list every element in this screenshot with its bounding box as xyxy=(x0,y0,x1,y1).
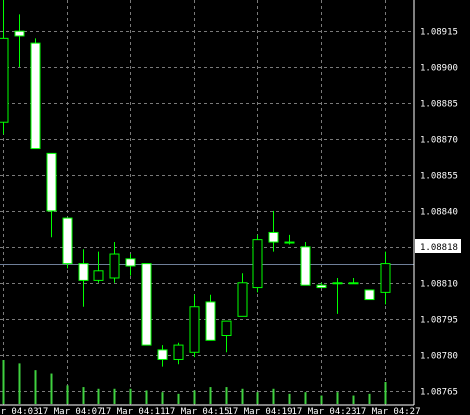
candle-bull xyxy=(332,277,343,314)
candle-bear xyxy=(125,254,136,276)
price-tick-label: 1.08915 xyxy=(420,28,458,38)
candle-body xyxy=(109,253,120,279)
candle-body xyxy=(30,42,41,150)
candle-body xyxy=(78,263,89,281)
candle-bull xyxy=(173,342,184,365)
candle-body xyxy=(46,152,57,212)
candle-body xyxy=(316,284,327,289)
candle-body xyxy=(380,263,391,293)
time-tick-label: 17 Mar 04:15 xyxy=(165,407,230,415)
candle-bull xyxy=(284,234,295,245)
price-tick-label: 1.08840 xyxy=(420,208,458,218)
candle-bear xyxy=(46,152,57,238)
candle-bull xyxy=(189,294,200,358)
candle-body xyxy=(157,349,168,360)
candle-body xyxy=(252,239,263,289)
price-tick-label: 1.08855 xyxy=(420,172,458,182)
candle-body xyxy=(0,37,9,123)
candle-bear xyxy=(268,210,279,252)
price-tick-label: 1.08885 xyxy=(420,100,458,110)
candle-body xyxy=(173,344,184,360)
candle-bull xyxy=(109,242,120,283)
time-tick-label: 17 Mar 04:23 xyxy=(292,407,357,415)
candle-bull xyxy=(0,0,9,135)
price-tick-label: 1.08780 xyxy=(420,352,458,362)
candle-body xyxy=(221,320,232,337)
candle-bear xyxy=(30,38,41,150)
candle-bull xyxy=(252,234,263,293)
candle-body xyxy=(364,289,375,301)
candle-bull xyxy=(93,251,104,283)
time-tick-label: 17 Mar 04:07 xyxy=(38,407,103,415)
candle-bear xyxy=(141,263,152,346)
candle-body xyxy=(348,282,359,285)
current-price-tag-text: 1.08818 xyxy=(420,243,458,253)
candle-body xyxy=(14,30,25,37)
candle-bull xyxy=(221,320,232,353)
candle-bull xyxy=(380,251,391,305)
price-tick-label: 1.08810 xyxy=(420,280,458,290)
candle-bear xyxy=(157,345,168,367)
candle-bear xyxy=(205,294,216,341)
candle-body xyxy=(332,282,343,285)
candle-body xyxy=(62,217,73,265)
candle-bear xyxy=(364,289,375,301)
axes xyxy=(0,0,415,406)
time-tick-label: 17 Mar 04:19 xyxy=(228,407,293,415)
candle-body xyxy=(300,246,311,286)
candle-body xyxy=(205,301,216,341)
candle-bear xyxy=(14,14,25,68)
candle-body xyxy=(125,258,136,267)
time-tick-label: 17 Mar 04:27 xyxy=(356,407,421,415)
candle-body xyxy=(189,306,200,353)
candle-body xyxy=(93,270,104,281)
candle-bear xyxy=(300,242,311,286)
price-tick-label: 1.08870 xyxy=(420,136,458,146)
candle-bull xyxy=(237,273,248,317)
candle-body xyxy=(237,282,248,317)
current-price-tag: 1.08818 xyxy=(415,239,461,253)
candle-body xyxy=(268,231,279,243)
candle-bear xyxy=(316,282,327,289)
price-tick-label: 1.08900 xyxy=(420,64,458,74)
time-tick-label: 17 Mar 04:03 xyxy=(0,407,39,415)
price-tick-label: 1.08765 xyxy=(420,388,458,398)
candle-body xyxy=(284,241,295,244)
candle-bear xyxy=(78,249,89,307)
volume-histogram xyxy=(2,360,387,404)
time-tick-label: 17 Mar 04:11 xyxy=(101,407,166,415)
candle-bear xyxy=(62,217,73,269)
current-price-tag-bg xyxy=(415,239,461,253)
candle-bull xyxy=(348,277,359,285)
candle-body xyxy=(141,263,152,346)
price-tick-label: 1.08795 xyxy=(420,316,458,326)
candlestick-series xyxy=(0,0,391,367)
